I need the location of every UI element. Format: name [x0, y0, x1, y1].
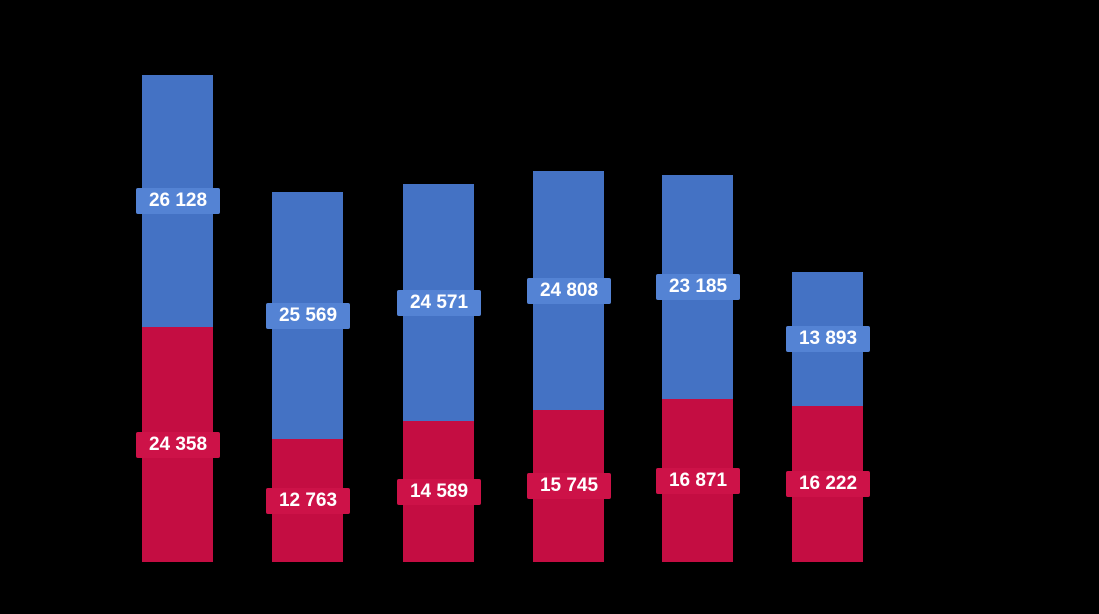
data-label-blue-1: 26 128 [136, 188, 220, 214]
data-label-red-6: 16 222 [786, 471, 870, 497]
data-label-blue-5: 23 185 [656, 274, 740, 300]
data-label-red-3: 14 589 [397, 479, 481, 505]
data-label-red-4: 15 745 [527, 473, 611, 499]
data-label-blue-2: 25 569 [266, 303, 350, 329]
data-label-blue-6: 13 893 [786, 326, 870, 352]
data-label-red-2: 12 763 [266, 488, 350, 514]
data-label-red-1: 24 358 [136, 432, 220, 458]
data-label-blue-3: 24 571 [397, 290, 481, 316]
data-label-blue-4: 24 808 [527, 278, 611, 304]
data-label-red-5: 16 871 [656, 468, 740, 494]
